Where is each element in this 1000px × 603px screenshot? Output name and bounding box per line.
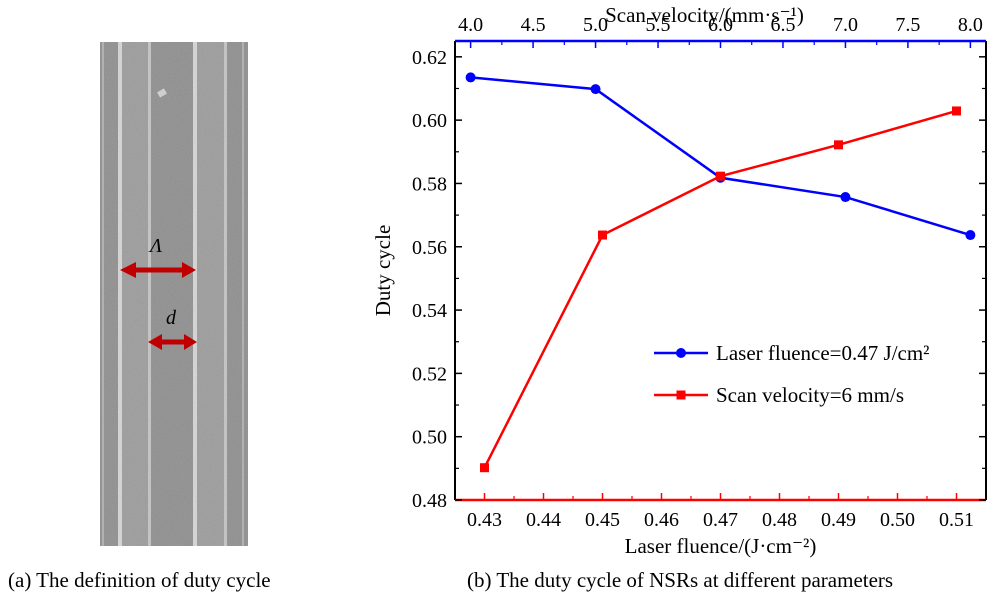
x-bottom-tick-label: 0.46 [644,509,679,531]
x-top-tick-label: 5.5 [646,14,671,36]
y-tick-label: 0.54 [412,300,447,322]
x-top-tick-label: 7.5 [895,14,920,36]
series-2-point [834,140,843,150]
period-label: Λ [148,235,162,257]
y-tick-label: 0.50 [412,427,447,449]
x-top-tick-label: 6.5 [770,14,795,36]
x-bottom-tick-label: 0.45 [585,509,620,531]
x-top-tick-label: 6.0 [708,14,733,36]
x-bottom-tick-label: 0.44 [526,509,561,531]
width-arrow [148,334,197,350]
series-line-1 [470,76,971,237]
y-tick-label: 0.58 [412,173,447,195]
x-top-tick-label: 4.5 [521,14,546,36]
y-axis-title: Duty cycle [371,225,395,317]
y-tick-label: 0.52 [412,363,447,385]
sem-image-panel: Λ d [100,42,248,546]
legend-marker-1 [676,348,686,358]
series-2-point [480,463,489,473]
y-tick-label: 0.62 [412,47,447,69]
x-top-tick-label: 7.0 [833,14,858,36]
x-top-axis-title: Scan velocity/(mm·s⁻¹) [605,3,804,27]
y-tick-label: 0.60 [412,110,447,132]
caption-a: (a) The definition of duty cycle [8,568,271,592]
duty-cycle-chart: 0.48 0.50 0.52 0.54 0.56 0.58 0.60 0.62 0.43 0.44… [371,3,987,558]
x-bottom-tick-label: 0.51 [939,509,974,531]
x-top-tick-label: 5.0 [583,14,608,36]
period-arrow [120,262,196,278]
x-bottom-tick-label: 0.48 [762,509,797,531]
x-bottom-axis-title: Laser fluence/(J·cm⁻²) [625,534,817,558]
sem-micrograph [100,42,248,546]
series-2-point [952,106,961,116]
x-top-tick-label: 8.0 [958,14,983,36]
legend-label-2: Scan velocity=6 mm/s [716,383,904,407]
x-top-tick-label: 4.0 [458,14,483,36]
series-1-point [965,230,976,241]
series-1-point [590,84,601,95]
x-bottom-tick-label: 0.49 [821,509,856,531]
series-1-point [840,192,851,203]
width-label: d [166,307,177,329]
series-2-point [716,171,725,181]
legend-label-1: Laser fluence=0.47 J/cm² [716,341,929,365]
x-bottom-tick-label: 0.43 [467,509,502,531]
y-tick-label: 0.48 [412,490,447,512]
series-2-point [598,230,607,240]
legend-marker-2 [676,390,686,400]
series-line-2 [483,109,957,469]
y-tick-label: 0.56 [412,237,447,259]
x-bottom-tick-label: 0.50 [880,509,915,531]
caption-b: (b) The duty cycle of NSRs at different … [467,568,894,592]
series-1-point [465,72,476,83]
x-bottom-tick-label: 0.47 [703,509,738,531]
